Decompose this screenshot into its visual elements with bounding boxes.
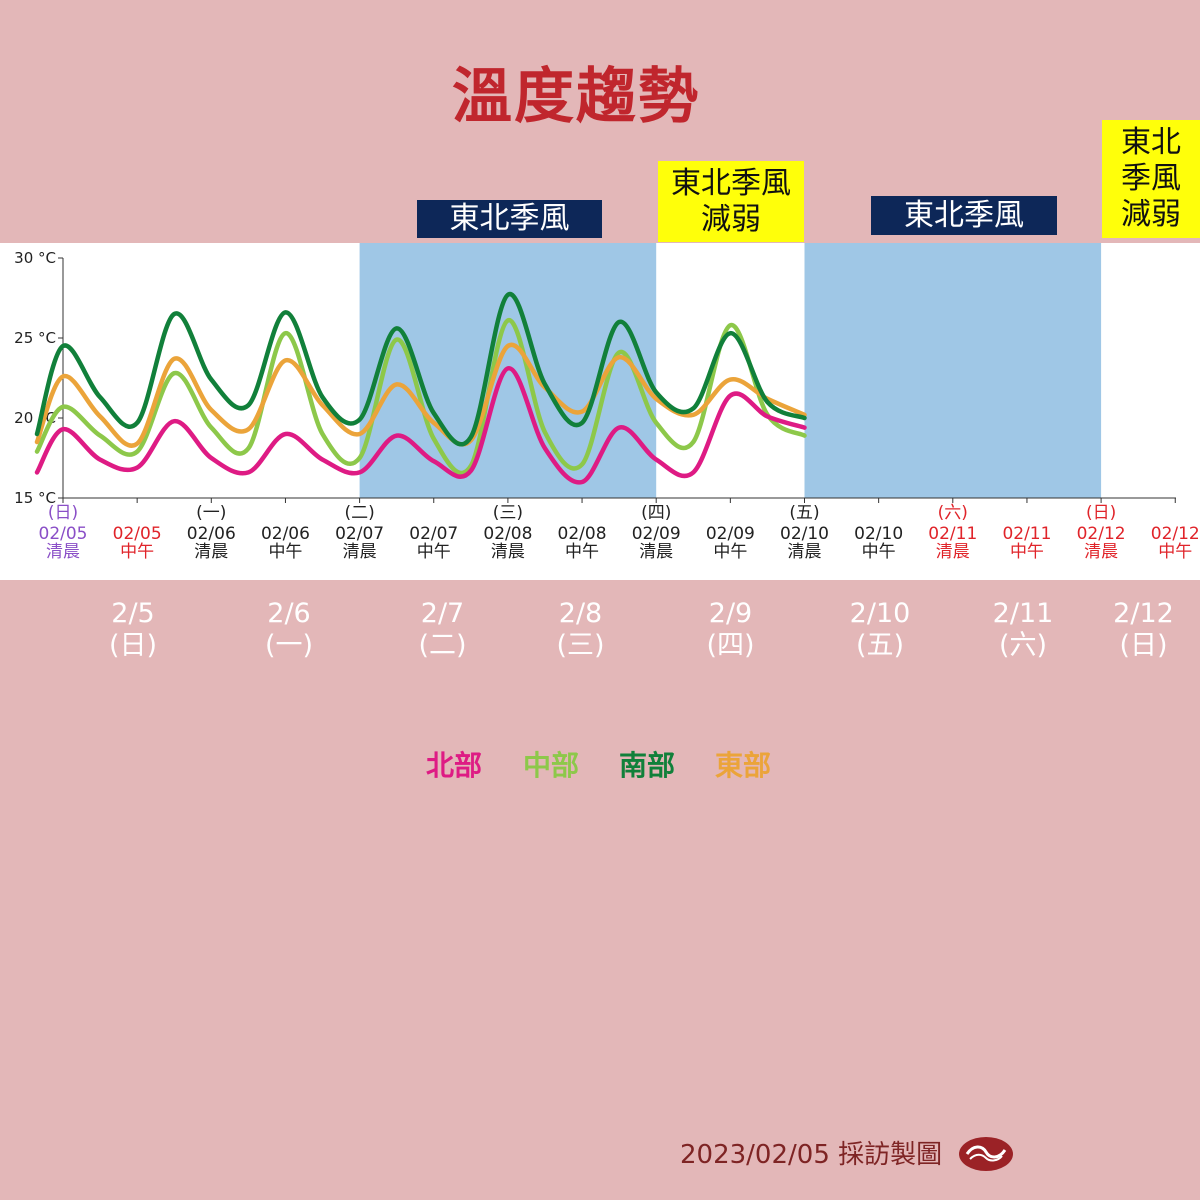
series-line-中部 <box>34 318 807 476</box>
x-tick-date: 02/12 <box>1151 524 1200 544</box>
x-tick-period: 中午 <box>417 542 451 562</box>
x-tick-labels: (日)02/05清晨02/05中午(一)02/06清晨02/06中午(二)02/… <box>39 498 1200 562</box>
x-tick-weekday: (五) <box>789 503 819 523</box>
day-box-date: 2/8 <box>558 598 603 629</box>
x-tick-period: 清晨 <box>1084 542 1118 562</box>
x-tick-date: 02/08 <box>558 524 607 544</box>
day-box-weekday: (三) <box>556 630 605 661</box>
x-tick-period: 中午 <box>1158 542 1192 562</box>
legend-south: 南部 <box>619 749 676 782</box>
x-tick-date: 02/11 <box>928 524 977 544</box>
x-tick-period: 中午 <box>268 542 302 562</box>
x-tick-period: 中午 <box>120 542 154 562</box>
y-tick-label: 30 °C <box>14 249 56 267</box>
x-tick-period: 中午 <box>1010 542 1044 562</box>
x-tick-period: 中午 <box>565 542 599 562</box>
day-box-weekday: (日) <box>1119 630 1168 661</box>
x-tick-period: 清晨 <box>46 542 80 562</box>
monsoon-weak-label-1-text: 東北季風 減弱 <box>671 165 791 237</box>
x-tick-period: 清晨 <box>194 542 228 562</box>
day-box-weekday: (日) <box>108 630 158 661</box>
footer-credit: 2023/02/05 採訪製圖 <box>680 1140 943 1170</box>
series-line-東部 <box>34 342 807 448</box>
day-box-0210: 2/10 (五) <box>826 596 934 664</box>
x-tick-period: 清晨 <box>491 542 525 562</box>
x-tick-date: 02/05 <box>39 524 88 544</box>
x-tick-period: 清晨 <box>788 542 822 562</box>
monsoon-weak-label-2: 東北 季風 減弱 <box>1102 120 1200 238</box>
x-tick-period: 中午 <box>713 542 747 562</box>
x-tick-weekday: (四) <box>641 503 671 523</box>
x-tick-weekday: (二) <box>344 503 374 523</box>
x-tick-date: 02/10 <box>854 524 903 544</box>
x-tick-period: 清晨 <box>343 542 377 562</box>
y-tick-label: 25 °C <box>14 329 56 347</box>
monsoon-label-1: 東北季風 <box>417 200 602 238</box>
x-tick-weekday: (日) <box>1086 503 1116 523</box>
legend-east: 東部 <box>715 749 772 782</box>
axes: 15 °C20 °C25 °C30 °C <box>14 249 1176 507</box>
day-box-date: 2/9 <box>708 598 753 629</box>
series-line-南部 <box>34 292 807 447</box>
day-box-0211: 2/11 (六) <box>969 596 1077 664</box>
x-tick-date: 02/05 <box>113 524 162 544</box>
day-box-0209: 2/9 (四) <box>677 596 784 664</box>
day-box-0212: 2/12 (日) <box>1091 596 1196 664</box>
series-lines <box>34 292 807 485</box>
day-box-0205: 2/5 (日) <box>80 596 186 664</box>
x-tick-date: 02/07 <box>335 524 384 544</box>
x-tick-weekday: (六) <box>938 503 968 523</box>
day-box-date: 2/5 <box>111 598 155 629</box>
day-box-weekday: (一) <box>264 630 314 661</box>
cna-logo-icon <box>959 1137 1013 1171</box>
x-tick-date: 02/09 <box>706 524 755 544</box>
x-tick-period: 清晨 <box>936 542 970 562</box>
day-box-weekday: (五) <box>855 630 905 661</box>
monsoon-weak-label-1: 東北季風 減弱 <box>658 161 804 242</box>
day-box-date: 2/10 <box>849 598 911 629</box>
x-tick-date: 02/06 <box>187 524 236 544</box>
x-tick-period: 中午 <box>862 542 896 562</box>
legend-north: 北部 <box>426 749 483 782</box>
day-box-weekday: (二) <box>418 630 467 661</box>
day-box-0207: 2/7 (二) <box>389 596 496 664</box>
day-box-date: 2/12 <box>1113 598 1174 629</box>
x-tick-weekday: (一) <box>196 503 226 523</box>
day-box-date: 2/7 <box>420 598 465 629</box>
x-tick-date: 02/06 <box>261 524 310 544</box>
shaded-period-2 <box>804 243 1102 498</box>
day-box-weekday: (四) <box>706 630 755 661</box>
day-box-0206: 2/6 (一) <box>236 596 342 664</box>
x-tick-date: 02/09 <box>632 524 681 544</box>
monsoon-label-2: 東北季風 <box>871 196 1057 235</box>
legend-central: 中部 <box>523 749 580 782</box>
x-tick-date: 02/11 <box>1002 524 1051 544</box>
chart-title: 溫度趨勢 <box>452 62 700 132</box>
x-tick-weekday: (三) <box>493 503 523 523</box>
monsoon-label-2-text: 東北季風 <box>904 197 1024 233</box>
day-box-weekday: (六) <box>998 630 1048 661</box>
day-box-date: 2/11 <box>992 598 1054 629</box>
monsoon-weak-label-2-text: 東北 季風 減弱 <box>1121 125 1181 232</box>
series-line-北部 <box>34 366 807 485</box>
x-tick-date: 02/08 <box>483 524 532 544</box>
temperature-chart: 15 °C20 °C25 °C30 °C (日)02/05清晨02/05中午(一… <box>0 243 1200 580</box>
x-tick-date: 02/12 <box>1077 524 1126 544</box>
day-box-date: 2/6 <box>267 598 311 629</box>
monsoon-label-1-text: 東北季風 <box>449 201 570 236</box>
x-tick-date: 02/07 <box>409 524 458 544</box>
y-tick-label: 15 °C <box>14 489 56 507</box>
day-box-0208: 2/8 (三) <box>527 596 634 664</box>
x-tick-date: 02/10 <box>780 524 829 544</box>
x-tick-period: 清晨 <box>639 542 673 562</box>
x-tick-weekday: (日) <box>48 503 78 523</box>
